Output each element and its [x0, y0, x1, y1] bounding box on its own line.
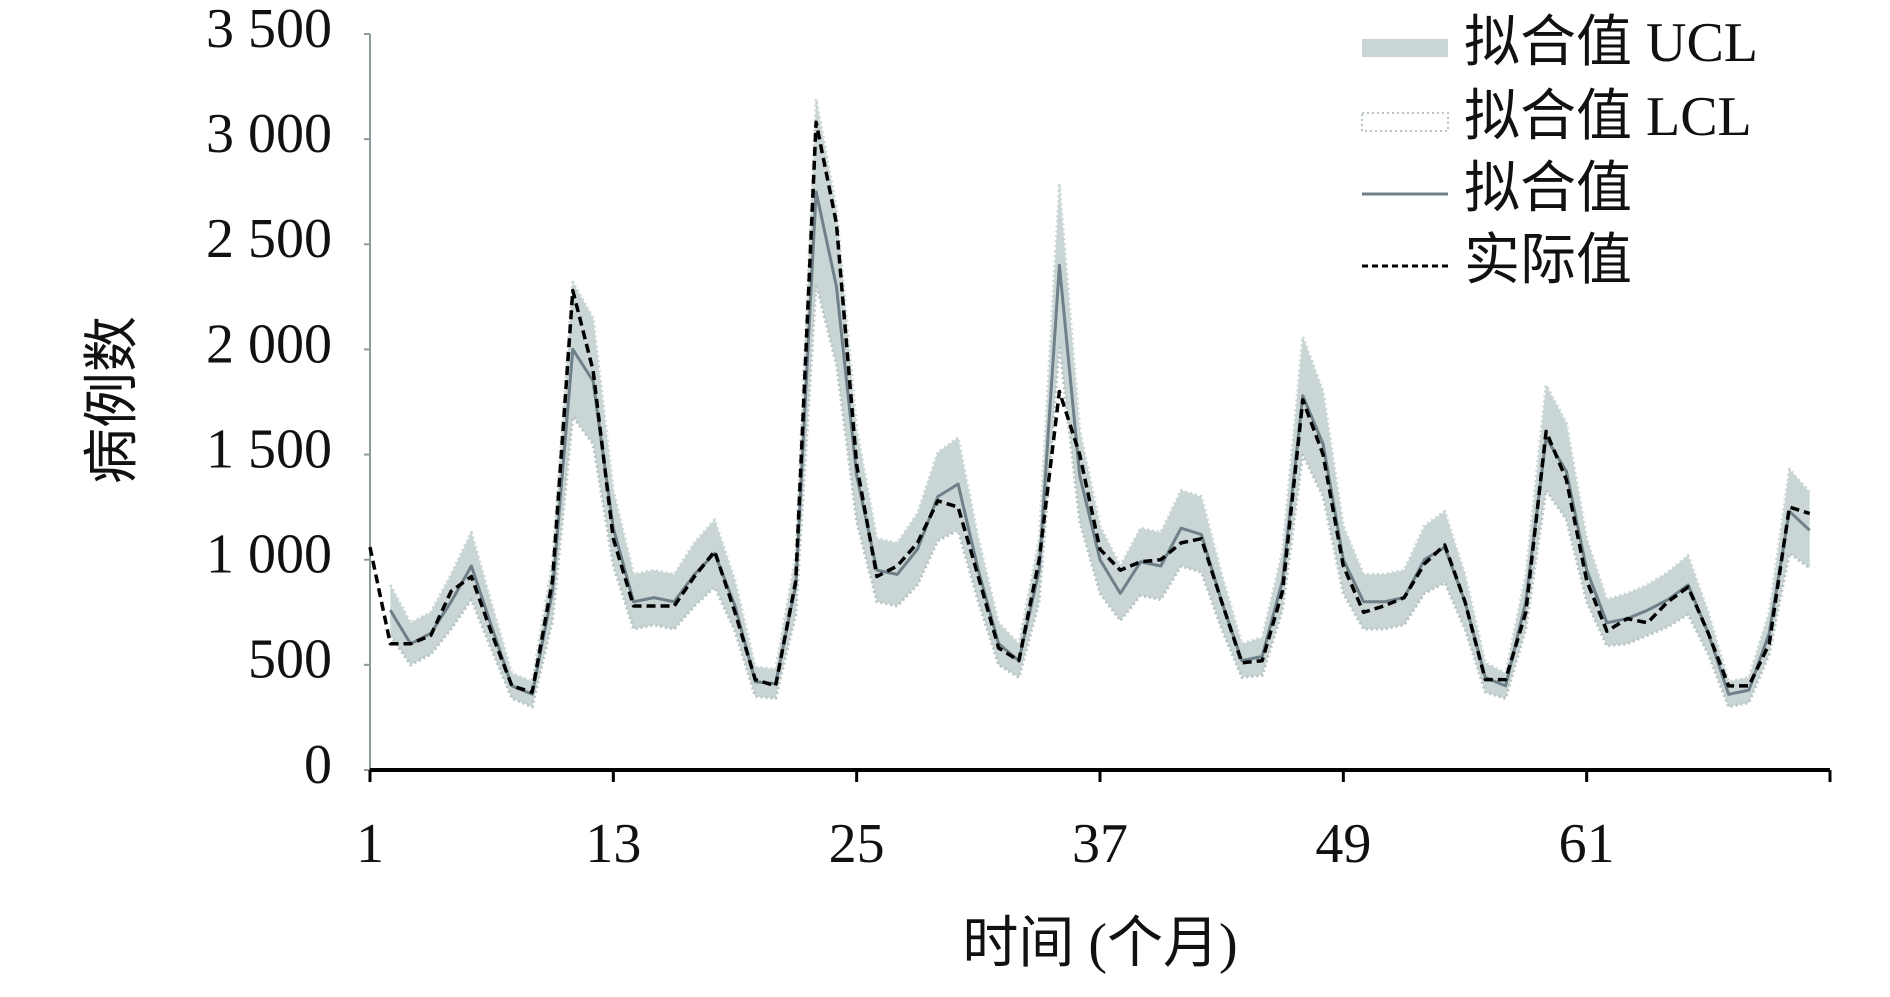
y-tick-label: 3 000: [206, 103, 332, 165]
legend-swatch: [1362, 39, 1448, 57]
legend-label: 拟合值 UCL: [1464, 12, 1758, 74]
x-tick-label: 13: [585, 813, 641, 875]
series-line: [368, 120, 1811, 694]
x-axis-label: 时间 (个月): [962, 913, 1237, 975]
x-tick-label: 1: [356, 813, 384, 875]
legend-swatch: [1361, 112, 1449, 132]
y-tick-label: 1 000: [206, 524, 332, 586]
legend-label: 实际值: [1464, 230, 1632, 292]
y-tick-label: 3 500: [206, 0, 332, 60]
y-tick-label: 1 500: [206, 418, 332, 480]
legend-label: 拟合值: [1464, 158, 1632, 220]
series-line: [389, 282, 1811, 709]
x-tick-label: 37: [1072, 813, 1128, 875]
confidence-band: [390, 99, 1810, 707]
y-tick-label: 500: [248, 629, 332, 691]
series-line: [389, 190, 1811, 696]
y-tick-label: 2 000: [206, 313, 332, 375]
y-tick-label: 0: [304, 734, 332, 796]
x-tick-label: 49: [1315, 813, 1371, 875]
x-tick-label: 25: [829, 813, 885, 875]
legend-label: 拟合值 LCL: [1464, 86, 1752, 148]
series-line: [388, 97, 1811, 684]
y-axis-label: 病例数: [82, 316, 144, 484]
y-tick-label: 2 500: [206, 208, 332, 270]
x-tick-label: 61: [1559, 813, 1615, 875]
